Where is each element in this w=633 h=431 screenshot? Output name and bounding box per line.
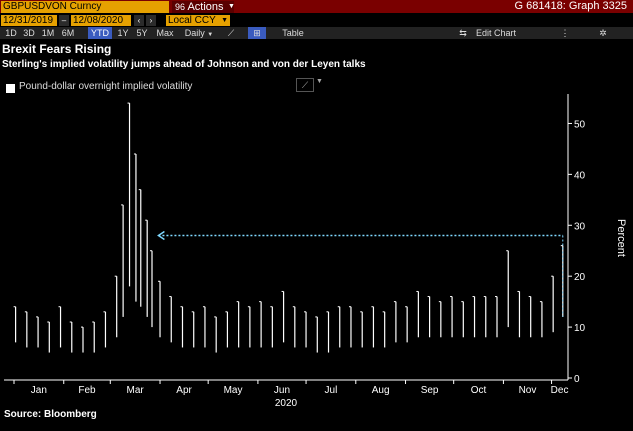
graph-id: G 681418: Graph 3325 xyxy=(514,0,627,12)
x-tick-label: May xyxy=(224,385,243,396)
y-tick-label: 50 xyxy=(574,119,586,130)
x-tick-label: Jul xyxy=(325,385,338,396)
y-tick-label: 10 xyxy=(574,323,586,334)
line-chart-icon[interactable]: ⟋ xyxy=(227,28,235,38)
range-1y[interactable]: 1Y xyxy=(117,28,129,38)
frequency-label: Daily xyxy=(184,28,205,38)
date-separator-icon: – xyxy=(59,15,69,26)
caret-down-icon: ▼ xyxy=(228,3,235,10)
actions-number: 96 xyxy=(175,2,186,12)
source-label: Source: Bloomberg xyxy=(4,409,97,420)
legend-swatch[interactable] xyxy=(6,84,15,93)
chart-subtitle: Sterling's implied volatility jumps ahea… xyxy=(2,59,366,70)
x-axis-title: 2020 xyxy=(275,398,298,409)
reset-icon[interactable]: ⇆ xyxy=(459,28,467,38)
end-date-input[interactable]: 12/08/2020 xyxy=(71,15,131,26)
legend-label: Pound-dollar overnight implied volatilit… xyxy=(19,81,193,92)
range-5y[interactable]: 5Y xyxy=(136,28,148,38)
x-tick-label: Oct xyxy=(471,385,487,396)
chevron-down-icon: ▼ xyxy=(316,78,323,85)
range-6m[interactable]: 6M xyxy=(61,28,75,38)
range-max[interactable]: Max xyxy=(156,28,174,38)
x-tick-label: Sep xyxy=(421,385,439,396)
zoom-icon[interactable]: ⋮ xyxy=(560,28,570,38)
actions-label: Actions xyxy=(187,1,224,13)
y-tick-label: 20 xyxy=(574,272,586,283)
y-tick-label: 40 xyxy=(574,170,586,181)
x-tick-label: Feb xyxy=(78,385,96,396)
reference-arrow-icon xyxy=(157,230,165,241)
currency-label: Local CCY xyxy=(168,15,216,26)
date-bar xyxy=(0,14,633,26)
y-axis-title: Percent xyxy=(615,219,627,257)
range-ytd[interactable]: YTD xyxy=(88,27,112,39)
table-button[interactable]: Table xyxy=(282,28,304,38)
next-period-button[interactable]: › xyxy=(146,15,156,26)
x-tick-label: Mar xyxy=(127,385,145,396)
start-date-input[interactable]: 12/31/2019 xyxy=(1,15,57,26)
y-tick-label: 0 xyxy=(574,374,580,385)
range-1m[interactable]: 1M xyxy=(41,28,55,38)
range-3d[interactable]: 3D xyxy=(23,28,35,38)
x-tick-label: Jun xyxy=(274,385,290,396)
currency-select[interactable]: Local CCY ▼ xyxy=(166,15,230,26)
chevron-down-icon: ▼ xyxy=(207,32,214,38)
gear-icon[interactable]: ✲ xyxy=(599,28,607,38)
x-tick-label: Dec xyxy=(551,385,569,396)
x-tick-label: Jan xyxy=(31,385,47,396)
prev-period-button[interactable]: ‹ xyxy=(134,15,144,26)
toolbar xyxy=(0,27,633,39)
ticker-field[interactable]: GBPUSDVON Curncy xyxy=(1,1,169,13)
chart-title: Brexit Fears Rising xyxy=(2,42,112,56)
range-1d[interactable]: 1D xyxy=(5,28,17,38)
actions-menu-button[interactable]: 96 Actions ▼ xyxy=(172,1,235,13)
x-tick-label: Aug xyxy=(372,385,390,396)
chart-type-icon[interactable]: ⊞ xyxy=(248,27,266,39)
x-tick-label: Apr xyxy=(176,385,192,396)
chart-style-icon[interactable]: ⟋ xyxy=(296,78,314,92)
y-tick-label: 30 xyxy=(574,221,586,232)
edit-chart-button[interactable]: Edit Chart xyxy=(475,28,517,38)
chevron-down-icon: ▼ xyxy=(221,17,228,24)
frequency-select[interactable]: Daily ▼ xyxy=(180,27,218,39)
x-tick-label: Nov xyxy=(519,385,537,396)
